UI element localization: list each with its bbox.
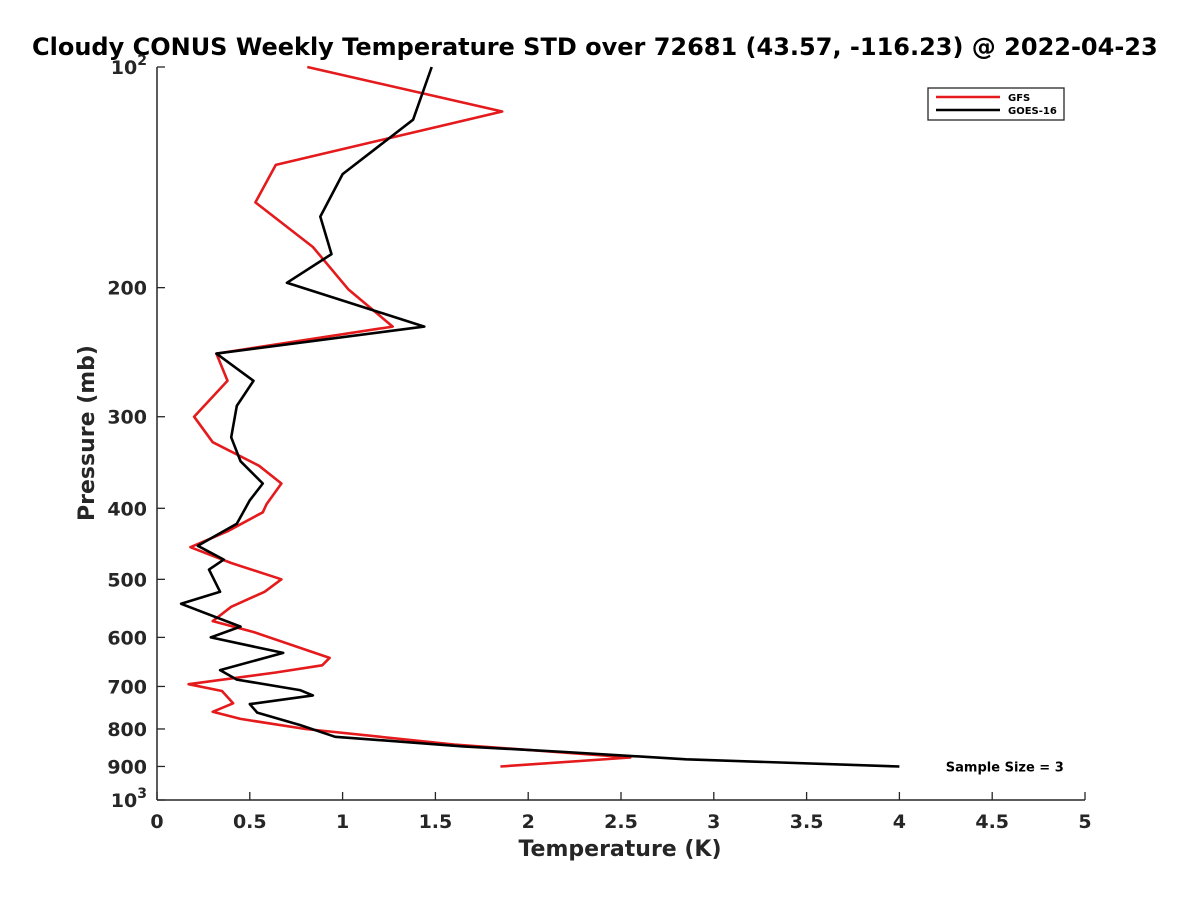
x-tick-label: 1 — [336, 811, 349, 833]
chart-title: Cloudy CONUS Weekly Temperature STD over… — [32, 33, 1158, 61]
y-tick-label: 800 — [107, 719, 147, 741]
x-axis-label: Temperature (K) — [518, 837, 721, 862]
y-tick-label: 600 — [107, 627, 147, 649]
x-tick-label: 5 — [1078, 811, 1091, 833]
x-tick-label: 3.5 — [790, 811, 824, 833]
series-line-goes-16 — [179, 66, 900, 768]
y-tick-label: 400 — [107, 498, 147, 520]
y-tick-label: 900 — [107, 756, 147, 778]
x-tick-label: 4 — [893, 811, 906, 833]
x-tick-label: 4.5 — [975, 811, 1009, 833]
legend: GFS GOES-16 — [927, 87, 1065, 121]
y-tick-label: 700 — [107, 676, 147, 698]
axes: 0 0.5 1 1.5 2 2.5 3 3.5 4 4.5 5 102 200 300 400 500 600 7… — [107, 53, 1091, 833]
sample-size-annotation: Sample Size = 3 — [946, 760, 1064, 775]
x-tick-label: 2 — [522, 811, 535, 833]
y-axis-label: Pressure (mb) — [75, 345, 100, 521]
x-tick-label: 3 — [707, 811, 720, 833]
x-tick-label: 2.5 — [604, 811, 638, 833]
legend-label: GFS — [1008, 93, 1030, 104]
y-tick-label: 200 — [107, 278, 147, 300]
x-tick-label: 0.5 — [233, 811, 267, 833]
y-tick-label: 300 — [107, 407, 147, 429]
plot-area — [179, 65, 900, 768]
legend-label: GOES-16 — [1008, 106, 1057, 117]
legend-box — [927, 87, 1065, 121]
y-tick-label: 103 — [111, 786, 147, 812]
y-tick-label: 102 — [111, 53, 147, 79]
series-line-gfs — [187, 65, 632, 768]
x-tick-label: 0 — [150, 811, 163, 833]
x-tick-label: 1.5 — [419, 811, 453, 833]
y-tick-label: 500 — [107, 569, 147, 591]
annotations: Sample Size = 3 — [946, 760, 1064, 775]
